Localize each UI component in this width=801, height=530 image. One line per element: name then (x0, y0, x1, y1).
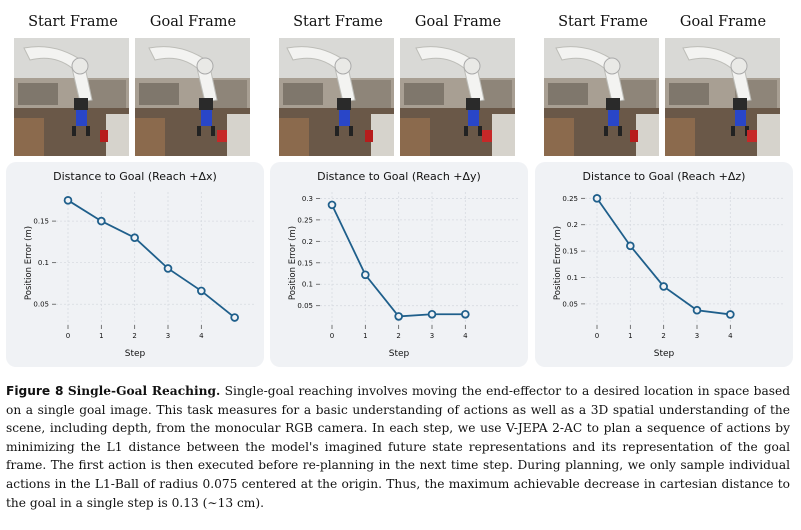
y-axis-label: Position Error (m) (553, 225, 563, 301)
goal-frame-label: Goal Frame (414, 14, 502, 30)
scene-illustration (279, 38, 394, 156)
x-tick-label: 3 (166, 332, 170, 340)
x-tick-label: 3 (430, 332, 434, 340)
data-point (726, 310, 735, 319)
caption-body: Single-goal reaching involves moving the… (6, 384, 791, 510)
chart-reach-y: Distance to Goal (Reach +Δy) 0.05 0.1 0.15… (270, 162, 528, 367)
y-tick-label: 0.1 (38, 259, 49, 267)
y-tick-label: 0.05 (562, 300, 578, 308)
x-axis-label: Step (124, 349, 146, 359)
goal-frame-image (135, 38, 250, 156)
chart-title: Distance to Goal (Reach +Δy) (317, 170, 481, 183)
start-frame-image (14, 38, 129, 156)
scene-illustration (14, 38, 129, 156)
x-axis-label: Step (653, 349, 675, 359)
data-point (97, 216, 106, 226)
data-point (461, 309, 470, 319)
data-point (197, 286, 206, 296)
y-tick-label: 0.05 (33, 301, 49, 309)
data-point (130, 233, 139, 243)
x-tick-label: 4 (728, 332, 733, 340)
x-tick-label: 2 (396, 332, 400, 340)
y-tick-label: 0.15 (562, 248, 578, 256)
frame-group-2: Start Frame Goal Frame (279, 14, 519, 160)
y-tick-label: 0.25 (297, 216, 313, 224)
figure-title: Single-Goal Reaching. (67, 384, 221, 398)
scene-illustration (665, 38, 780, 156)
data-point (427, 309, 437, 319)
x-tick-label: 4 (199, 332, 204, 340)
start-frame-label: Start Frame (293, 14, 383, 30)
x-tick-label: 2 (132, 332, 136, 340)
start-frame-label: Start Frame (28, 14, 118, 30)
y-tick-label: 0.15 (297, 259, 313, 267)
scene-illustration (544, 38, 659, 156)
data-point (394, 312, 403, 321)
chart-reach-x: Distance to Goal (Reach +Δx) 0.05 0.1 0.15… (6, 162, 264, 367)
start-frame-image (544, 38, 659, 156)
x-tick-label: 1 (628, 332, 632, 340)
x-tick-label: 1 (99, 332, 103, 340)
data-point (63, 196, 73, 205)
x-tick-label: 1 (363, 332, 367, 340)
chart-reach-z: Distance to Goal (Reach +Δz) 0.05 0.1 0.15… (535, 162, 793, 367)
data-point (692, 305, 702, 315)
x-tick-label: 0 (330, 332, 334, 340)
y-tick-label: 0.1 (302, 281, 313, 289)
series-line (67, 199, 236, 319)
x-tick-label: 4 (463, 332, 468, 340)
scene-illustration (135, 38, 250, 156)
figure-label: Figure 8 (6, 384, 64, 398)
y-tick-label: 0.2 (567, 221, 578, 229)
x-tick-label: 0 (595, 332, 599, 340)
y-tick-label: 0.25 (562, 195, 578, 203)
chart-plot: 0.05 0.1 0.15 0.2 0.25 0.3 0 1 2 3 4 (297, 192, 518, 340)
goal-frame-label: Goal Frame (149, 14, 237, 30)
data-point (361, 270, 370, 280)
x-tick-label: 3 (695, 332, 699, 340)
y-axis-label: Position Error (m) (24, 225, 34, 301)
figure-caption: Figure 8 Single-Goal Reaching. Single-go… (6, 382, 790, 512)
y-tick-label: 0.2 (302, 238, 313, 246)
data-point (592, 194, 602, 203)
data-point (626, 241, 635, 251)
frame-group-3: Start Frame Goal Frame (544, 14, 784, 160)
chart-plot: 0.05 0.1 0.15 0.2 0.25 0 1 2 3 4 (562, 192, 783, 340)
x-axis-label: Step (388, 349, 410, 359)
chart-plot: 0.05 0.1 0.15 0 1 2 3 4 (33, 192, 254, 340)
y-tick-label: 0.15 (33, 218, 49, 226)
y-tick-label: 0.3 (302, 195, 313, 203)
x-tick-label: 2 (661, 332, 665, 340)
data-point (163, 264, 173, 273)
chart-title: Distance to Goal (Reach +Δz) (582, 170, 746, 183)
x-tick-label: 0 (66, 332, 70, 340)
y-tick-label: 0.05 (297, 302, 313, 310)
scene-illustration (400, 38, 515, 156)
frame-group-1: Start Frame Goal Frame (14, 14, 254, 160)
start-frame-image (279, 38, 394, 156)
goal-frame-image (400, 38, 515, 156)
start-frame-label: Start Frame (558, 14, 648, 30)
chart-title: Distance to Goal (Reach +Δx) (53, 170, 217, 183)
goal-frame-label: Goal Frame (679, 14, 767, 30)
data-point (659, 282, 668, 291)
y-axis-label: Position Error (m) (288, 225, 298, 301)
goal-frame-image (665, 38, 780, 156)
data-point (327, 200, 337, 210)
data-point (230, 313, 239, 322)
y-tick-label: 0.1 (567, 274, 578, 282)
